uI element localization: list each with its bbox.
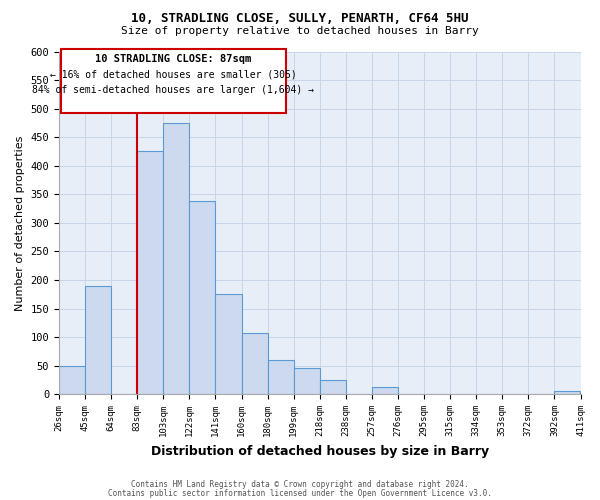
Bar xyxy=(190,201,215,394)
Bar xyxy=(137,152,163,394)
Bar xyxy=(554,392,580,394)
FancyBboxPatch shape xyxy=(61,48,286,112)
Y-axis label: Number of detached properties: Number of detached properties xyxy=(15,135,25,310)
X-axis label: Distribution of detached houses by size in Barry: Distribution of detached houses by size … xyxy=(151,444,489,458)
Text: Size of property relative to detached houses in Barry: Size of property relative to detached ho… xyxy=(121,26,479,36)
Bar xyxy=(163,123,190,394)
Text: 10 STRADLING CLOSE: 87sqm: 10 STRADLING CLOSE: 87sqm xyxy=(95,54,251,64)
Bar xyxy=(215,294,242,394)
Bar xyxy=(85,286,111,394)
Bar xyxy=(293,368,320,394)
Text: ← 16% of detached houses are smaller (305): ← 16% of detached houses are smaller (30… xyxy=(50,70,297,80)
Text: 10, STRADLING CLOSE, SULLY, PENARTH, CF64 5HU: 10, STRADLING CLOSE, SULLY, PENARTH, CF6… xyxy=(131,12,469,26)
Bar xyxy=(372,388,398,394)
Bar xyxy=(320,380,346,394)
Text: 84% of semi-detached houses are larger (1,604) →: 84% of semi-detached houses are larger (… xyxy=(32,85,314,95)
Text: Contains HM Land Registry data © Crown copyright and database right 2024.: Contains HM Land Registry data © Crown c… xyxy=(131,480,469,489)
Bar xyxy=(242,332,268,394)
Bar xyxy=(268,360,293,394)
Text: Contains public sector information licensed under the Open Government Licence v3: Contains public sector information licen… xyxy=(108,488,492,498)
Bar xyxy=(59,366,85,394)
